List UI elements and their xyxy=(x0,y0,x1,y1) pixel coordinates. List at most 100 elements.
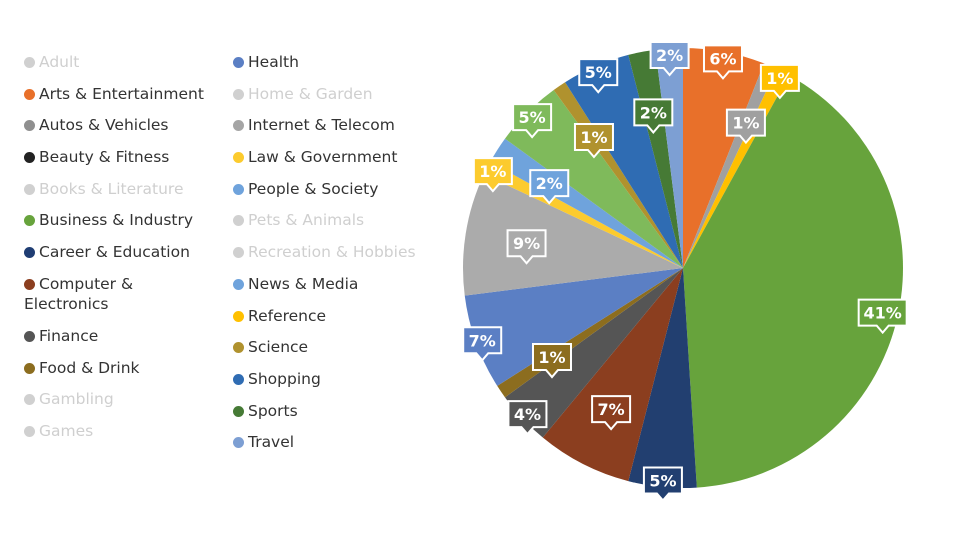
legend-marker-icon xyxy=(233,373,244,385)
legend-item[interactable]: Science xyxy=(233,337,416,369)
legend-left: Adult Arts & Entertainment Autos & Vehicle… xyxy=(24,52,204,453)
legend-marker-icon xyxy=(233,57,244,68)
data-label-text: 5% xyxy=(585,63,612,82)
legend-item[interactable]: Finance xyxy=(24,326,204,358)
data-label-text: 7% xyxy=(469,331,496,350)
data-label-box xyxy=(857,298,908,335)
data-label-box xyxy=(725,108,766,145)
data-label-text: 41% xyxy=(864,304,902,323)
legend-marker-icon xyxy=(233,342,244,354)
legend-label: Autos & Vehicles xyxy=(39,116,169,135)
data-label: 5% xyxy=(642,466,683,502)
legend-item[interactable]: Reference xyxy=(233,306,416,338)
legend-label: News & Media xyxy=(248,274,359,293)
legend-item[interactable]: Home & Garden xyxy=(233,84,416,116)
legend-item[interactable]: Computer & Electronics xyxy=(24,274,204,326)
legend-marker-icon xyxy=(233,437,244,449)
data-label-text: 5% xyxy=(649,471,676,490)
legend-marker-icon xyxy=(233,88,244,100)
legend-item[interactable]: News & Media xyxy=(233,274,416,306)
legend-item[interactable]: Autos & Vehicles xyxy=(24,115,204,147)
legend-label: Beauty & Fitness xyxy=(39,148,170,167)
legend-marker-icon xyxy=(233,152,244,164)
data-label-text: 1% xyxy=(732,114,759,133)
data-label-text: 1% xyxy=(538,348,565,367)
legend-item[interactable]: Gambling xyxy=(24,389,204,421)
data-label: 1% xyxy=(531,343,572,379)
legend-marker-icon xyxy=(233,310,244,322)
legend-label: Gambling xyxy=(39,390,114,409)
data-label: 1% xyxy=(472,157,513,193)
data-label-box xyxy=(649,41,690,77)
data-label-text: 2% xyxy=(536,174,563,193)
data-label-text: 1% xyxy=(766,69,793,88)
pie-slice xyxy=(505,268,683,438)
data-label-box xyxy=(633,98,674,134)
legend-label: Career & Education xyxy=(39,243,190,262)
legend-label: Recreation & Hobbies xyxy=(248,243,416,262)
legend-item[interactable]: Pets & Animals xyxy=(233,210,416,242)
legend-label: Games xyxy=(39,421,94,440)
legend-item[interactable]: Travel xyxy=(233,432,416,464)
data-label: 9% xyxy=(506,229,547,265)
data-label: 2% xyxy=(633,98,674,134)
legend-item[interactable]: Beauty & Fitness xyxy=(24,147,204,179)
legend-item[interactable]: People & Society xyxy=(233,179,416,211)
legend-item[interactable]: Books & Literature xyxy=(24,179,204,211)
legend-label: Home & Garden xyxy=(248,84,373,103)
pie-slice xyxy=(542,268,683,482)
data-label-text: 9% xyxy=(513,234,540,253)
legend-item[interactable]: Law & Government xyxy=(233,147,416,179)
legend-item[interactable]: Business & Industry xyxy=(24,210,204,242)
legend-label: Law & Government xyxy=(248,148,398,167)
data-label-text: 5% xyxy=(519,108,546,127)
legend-item[interactable]: Shopping xyxy=(233,369,416,401)
data-label: 7% xyxy=(591,395,632,431)
legend-label: Food & Drink xyxy=(39,358,140,377)
legend-item[interactable]: Career & Education xyxy=(24,242,204,274)
legend-label: Arts & Entertainment xyxy=(39,84,204,103)
data-label-box xyxy=(759,63,800,100)
data-label: 1% xyxy=(759,63,800,100)
data-label-box xyxy=(529,169,570,205)
legend-marker-icon xyxy=(24,120,35,132)
legend-item[interactable]: Arts & Entertainment xyxy=(24,84,204,116)
legend-marker-icon xyxy=(24,57,35,68)
legend-marker-icon xyxy=(24,152,35,164)
legend-marker-icon xyxy=(233,183,244,195)
data-label-box xyxy=(512,103,553,139)
legend-label: Finance xyxy=(39,326,99,345)
data-label: 5% xyxy=(512,103,553,139)
legend-marker-icon xyxy=(24,394,35,406)
data-label-text: 4% xyxy=(514,405,541,424)
data-label-text: 2% xyxy=(640,103,667,122)
legend-label: Business & Industry xyxy=(39,211,194,230)
legend-label: Travel xyxy=(248,433,295,452)
legend-item[interactable]: Sports xyxy=(233,401,416,433)
legend-marker-icon xyxy=(24,215,35,227)
data-label: 2% xyxy=(529,169,570,205)
legend-marker-icon xyxy=(24,247,35,259)
data-label: 1% xyxy=(573,122,614,159)
data-label-box xyxy=(462,326,503,362)
data-label: 4% xyxy=(507,400,548,436)
pie-slice xyxy=(628,268,697,488)
legend-item[interactable]: Games xyxy=(24,421,204,453)
legend-label: Pets & Animals xyxy=(248,211,365,230)
pie-slice xyxy=(683,75,903,488)
legend-marker-icon xyxy=(24,362,35,374)
data-label-box xyxy=(507,400,548,436)
legend-item[interactable]: Food & Drink xyxy=(24,358,204,390)
legend-item[interactable]: Recreation & Hobbies xyxy=(233,242,416,274)
data-label: 41% xyxy=(857,298,908,335)
legend-item[interactable]: Adult xyxy=(24,52,204,84)
legend-label: Health xyxy=(248,53,299,71)
pie-slice xyxy=(565,54,683,268)
legend-label: Internet & Telecom xyxy=(248,116,395,135)
legend-marker-icon xyxy=(233,405,244,417)
legend-item[interactable]: Internet & Telecom xyxy=(233,115,416,147)
pie-slice xyxy=(505,90,683,268)
data-label: 2% xyxy=(649,41,690,77)
legend-item[interactable]: Health xyxy=(233,52,416,84)
